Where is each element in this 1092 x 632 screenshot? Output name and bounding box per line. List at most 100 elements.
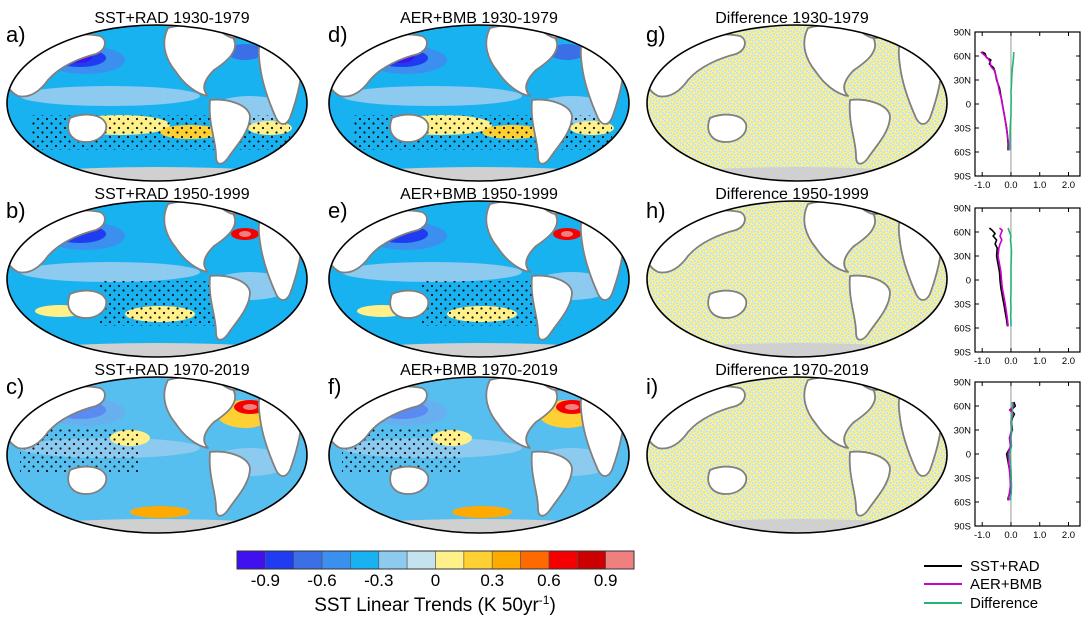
colorbar-tick-label: 0: [431, 571, 440, 590]
map-layers: [7, 201, 307, 357]
colorbar-tick-label: -0.3: [364, 571, 393, 590]
colorbar-swatch: [321, 550, 351, 570]
y-tick-label: 60S: [954, 498, 971, 509]
land-south-america: [208, 274, 251, 341]
colorbar-swatch: [463, 550, 493, 570]
map-frame: [328, 200, 630, 358]
map-layers: [329, 377, 629, 533]
y-tick-label: 60N: [954, 228, 972, 239]
series-line-sst-rad: [988, 227, 1009, 327]
colorbar-swatch: [406, 550, 436, 570]
y-tick-label: 0: [966, 450, 971, 461]
x-tick-label: 1.0: [1033, 180, 1046, 191]
land-south-america: [848, 98, 891, 165]
panel-title: AER+BMB 1970-2019: [400, 362, 558, 379]
map-layers: [647, 377, 947, 533]
panel-label: c): [6, 374, 24, 399]
trend-region: [549, 44, 585, 60]
map-layers: [7, 25, 307, 181]
panel-label: i): [646, 374, 658, 399]
trend-region: [227, 44, 263, 60]
land-australia: [707, 289, 748, 319]
map-body: [328, 24, 630, 182]
land-south-america: [208, 98, 251, 165]
map-body: [328, 376, 630, 534]
land-antarctica: [22, 519, 292, 533]
colorbar-label: SST Linear Trends (K 50yr-1): [314, 593, 556, 616]
map-frame: [646, 24, 948, 182]
map-frame: [6, 24, 308, 182]
trend-region: [243, 404, 257, 410]
y-tick-label: 90S: [954, 348, 971, 359]
panel-title: Difference 1930-1979: [715, 10, 869, 27]
x-tick-label: 2.0: [1062, 356, 1075, 367]
map-body: [646, 200, 948, 358]
land-south-america: [208, 450, 251, 517]
land-antarctica: [22, 343, 292, 357]
land-antarctica: [344, 167, 614, 181]
map-panel-f: f) AER+BMB 1970-2019: [328, 362, 630, 534]
panel-title: Difference 1950-1999: [715, 186, 869, 203]
y-tick-label: 30S: [954, 124, 971, 135]
x-tick-label: 1.0: [1033, 356, 1046, 367]
panel-label: h): [646, 198, 666, 223]
y-tick-label: 0: [966, 100, 971, 111]
map-frame: [6, 376, 308, 534]
map-panel-h: h) Difference 1950-1999: [646, 186, 948, 358]
trend-region: [342, 262, 522, 282]
land-australia: [389, 289, 430, 319]
series-line-aer-bmb: [980, 51, 1010, 151]
x-tick-label: 0.0: [1004, 530, 1017, 541]
map-panel-g: g) Difference 1930-1979: [646, 10, 948, 182]
trend-region: [561, 231, 573, 237]
panel-title: Difference 1970-2019: [715, 362, 869, 379]
y-tick-label: 30S: [954, 474, 971, 485]
trend-region: [452, 506, 512, 518]
colorbar-label-close: ): [549, 595, 555, 616]
land-australia: [707, 465, 748, 495]
panel-title: SST+RAD 1950-1999: [94, 186, 249, 203]
y-tick-label: 60N: [954, 402, 972, 413]
colorbar-tick-label: -0.6: [307, 571, 336, 590]
x-tick-label: 2.0: [1062, 180, 1075, 191]
map-panel-b: b) SST+RAD 1950-1999: [6, 186, 308, 358]
y-tick-label: 90N: [954, 204, 972, 215]
legend-label-sst-rad: SST+RAD: [970, 558, 1040, 575]
map-panel-a: a) SST+RAD 1930-1979: [6, 10, 308, 182]
y-tick-label: 30N: [954, 76, 972, 87]
map-frame: [646, 376, 948, 534]
series-line-aer-bmb: [997, 227, 1009, 327]
y-tick-label: 60N: [954, 52, 972, 63]
map-layers: [7, 377, 307, 533]
series-line-difference: [1007, 227, 1013, 327]
y-tick-label: 30N: [954, 426, 972, 437]
x-tick-label: 1.0: [1033, 530, 1046, 541]
map-body: [328, 200, 630, 358]
y-tick-label: 90N: [954, 28, 972, 39]
map-body: [6, 24, 308, 182]
land-antarctica: [662, 519, 932, 533]
map-body: [6, 200, 308, 358]
y-tick-label: 90N: [954, 378, 972, 389]
x-tick-label: -1.0: [974, 180, 990, 191]
colorbar: -0.9 -0.6 -0.3 0 0.3 0.6 0.9: [236, 550, 635, 590]
colorbar-swatch: [293, 550, 323, 570]
line-plot-1930-1979: 90N 60N 30N 0 30S 60S 90S-1.0 0.0 1.0 2.0: [954, 28, 1081, 191]
colorbar-tick-label: 0.9: [594, 571, 618, 590]
panel-label: b): [6, 198, 26, 223]
panel-label: d): [328, 22, 348, 47]
colorbar-frame: [236, 550, 635, 570]
colorbar-label-exp: -1: [539, 593, 550, 607]
land-south-america: [848, 274, 891, 341]
panel-label: e): [328, 198, 348, 223]
panel-title: SST+RAD 1930-1979: [94, 10, 249, 27]
colorbar-swatch: [605, 550, 635, 570]
land-south-america: [530, 98, 573, 165]
series-line-difference: [1008, 402, 1014, 501]
panel-label: f): [328, 374, 341, 399]
colorbar-swatch: [576, 550, 606, 570]
trend-region: [130, 506, 190, 518]
y-tick-label: 60S: [954, 324, 971, 335]
panel-title: AER+BMB 1930-1979: [400, 10, 558, 27]
